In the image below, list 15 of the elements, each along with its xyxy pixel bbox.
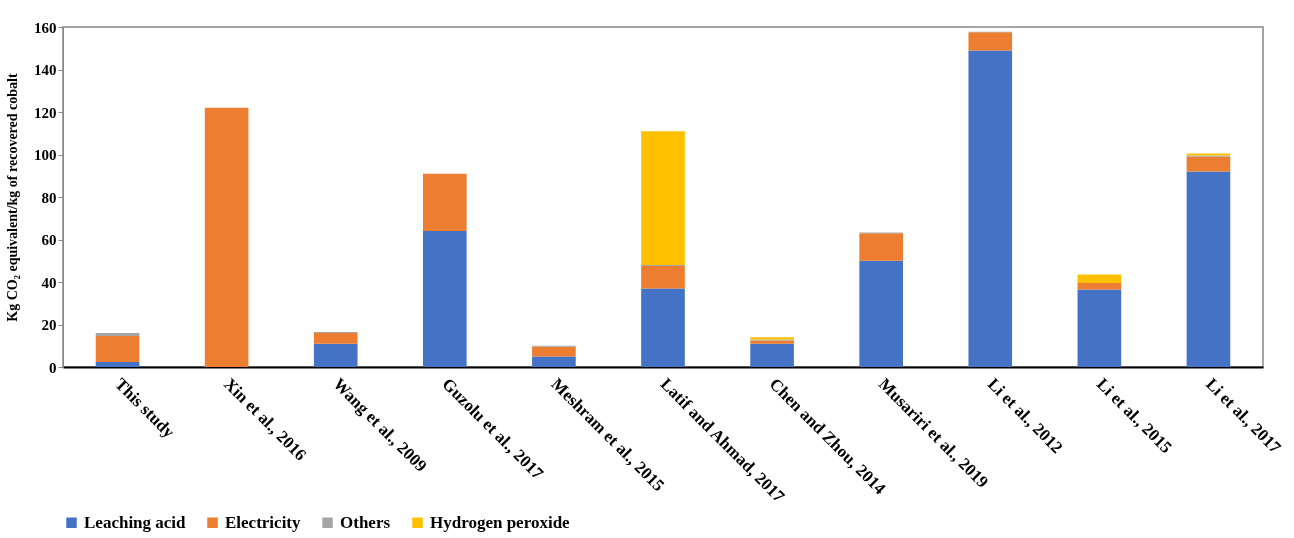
y-axis-title: Kg CO₂ equivalent/kg of recovered cobalt — [5, 73, 20, 322]
y-tick-label: 40 — [41, 274, 57, 291]
y-tick-label: 140 — [34, 62, 57, 78]
y-tick-label: 160 — [34, 19, 57, 36]
legend-label: Hydrogen peroxide — [430, 512, 571, 532]
y-tick-label: 100 — [34, 147, 57, 163]
y-tick-label: 120 — [34, 104, 57, 121]
y-tick-label: 0 — [49, 359, 57, 376]
y-tick-label: 20 — [41, 317, 57, 333]
y-tick-label: 80 — [41, 189, 57, 206]
legend-label: Leaching acid — [84, 512, 187, 532]
legend-label: Others — [340, 512, 391, 532]
x-tick-label: Li et al., 2017 — [1202, 374, 1285, 458]
y-tick-label: 60 — [41, 232, 57, 248]
legend-label: Electricity — [225, 512, 302, 532]
